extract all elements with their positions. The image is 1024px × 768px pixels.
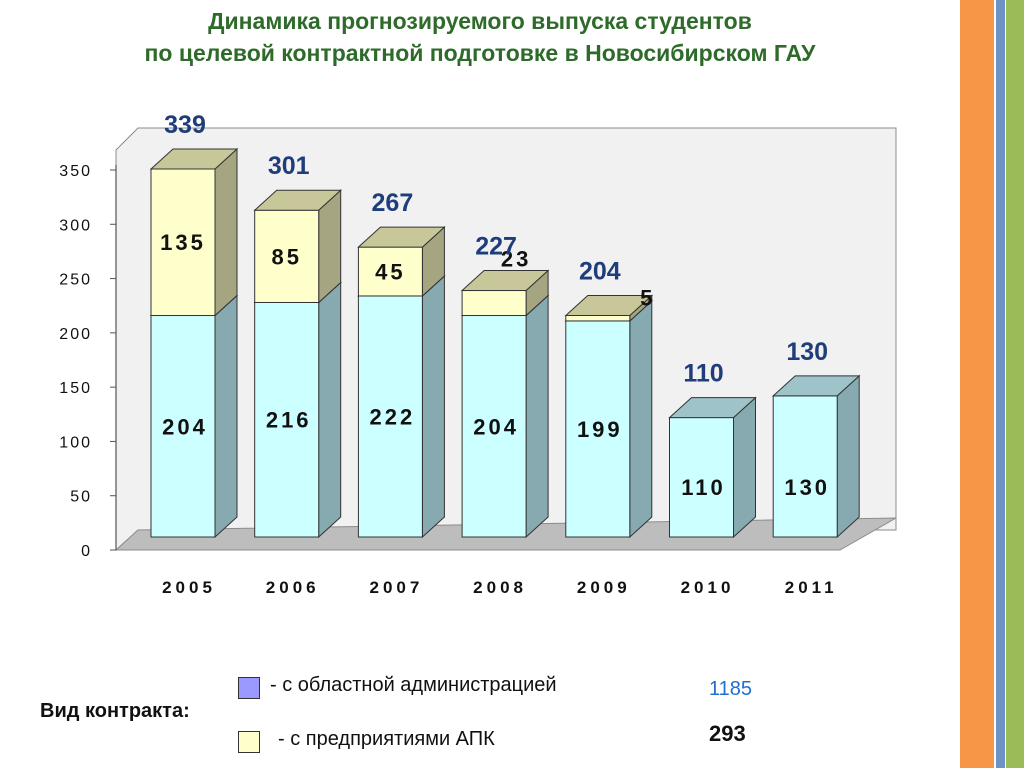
legend-label-apk: - с предприятиями АПК [278,728,495,750]
y-tick-label: 200 [59,326,92,343]
bar-admin-2007-side [421,274,445,539]
bar-admin-2005-side [214,294,238,539]
bar-admin-2008-side [525,294,549,539]
bar-apk-2008-front [461,290,527,317]
value-label-apk: 85 [271,244,301,269]
bar-admin-2010-side [733,396,756,539]
bar-admin-2005-front [150,315,216,538]
bar-admin-2007-front [357,295,423,538]
sum-apk-value: 293 [709,721,746,746]
bar-admin-2009-side [629,299,653,539]
y-tick-label: 100 [59,434,92,451]
value-label-apk: 135 [160,230,206,255]
bar-apk-2008 [460,270,550,292]
bar-apk-2009-front [565,315,631,322]
bar-apk-2005 [149,148,239,170]
legend-swatch-apk [238,731,260,753]
total-label: 301 [268,152,310,180]
bar-apk-2005-front [150,168,216,317]
value-label-apk: 45 [375,260,405,285]
y-tick-label: 350 [59,163,92,180]
value-label-admin: 204 [473,414,519,439]
chart-title-line-1: Динамика прогнозируемого выпуска студент… [208,8,752,34]
bar-admin-2011 [771,375,861,397]
total-label: 227 [475,233,517,261]
bar-admin-2006-side [318,281,342,539]
value-label-admin: 199 [577,417,623,442]
bar-admin-2011-front [772,395,838,538]
y-tick-label: 0 [81,543,92,560]
bar-apk-2006-front [254,209,320,303]
contract-type-label: Вид контракта: [40,700,190,722]
x-tick-label: 2009 [577,578,631,597]
stacked-bar-chart: 0 50 100 150 200 250 300 350 204 135 339 2005 216 85 3… [59,111,897,597]
value-label-admin: 204 [162,414,208,439]
bar-apk-2007 [357,226,446,248]
bar-apk-2005-side [214,147,238,317]
legend-swatch-admin [238,677,260,699]
value-label-admin: 216 [266,408,312,433]
bar-apk-2009 [564,295,654,317]
value-label-admin: 130 [784,475,830,500]
bar-admin-2010-front [669,417,734,538]
total-label: 110 [683,360,723,388]
total-label: 130 [786,338,828,366]
x-tick-label: 2005 [162,578,216,597]
value-label-apk: 5 [640,286,655,311]
x-tick-label: 2007 [369,578,423,597]
value-label-admin: 222 [370,404,416,429]
bar-apk-2006 [253,189,342,211]
x-tick-label: 2011 [785,578,838,597]
y-tick-label: 50 [70,489,92,506]
side-stripe-blue [996,0,1005,768]
value-label-apk: 23 [501,247,531,272]
x-tick-label: 2006 [266,578,320,597]
side-stripe-orange [960,0,994,768]
legend-label-admin: - с областной администрацией [270,674,557,696]
y-tick-label: 150 [59,380,92,397]
x-tick-label: 2010 [681,578,735,597]
bar-admin-2009-front [565,320,631,538]
x-tick-label: 2008 [473,578,527,597]
total-label: 267 [372,189,414,217]
chart-title-line-2: по целевой контрактной подготовке в Ново… [144,40,816,66]
total-label: 204 [579,258,621,286]
y-tick-label: 300 [59,217,92,234]
bar-admin-2011-side [836,374,860,539]
y-tick-label: 250 [59,272,92,289]
sum-admin-value: 1185 [709,678,753,700]
value-label-admin: 110 [681,475,726,500]
bar-admin-2010 [668,397,757,419]
side-stripe-green [1006,0,1024,768]
total-label: 339 [164,111,206,139]
